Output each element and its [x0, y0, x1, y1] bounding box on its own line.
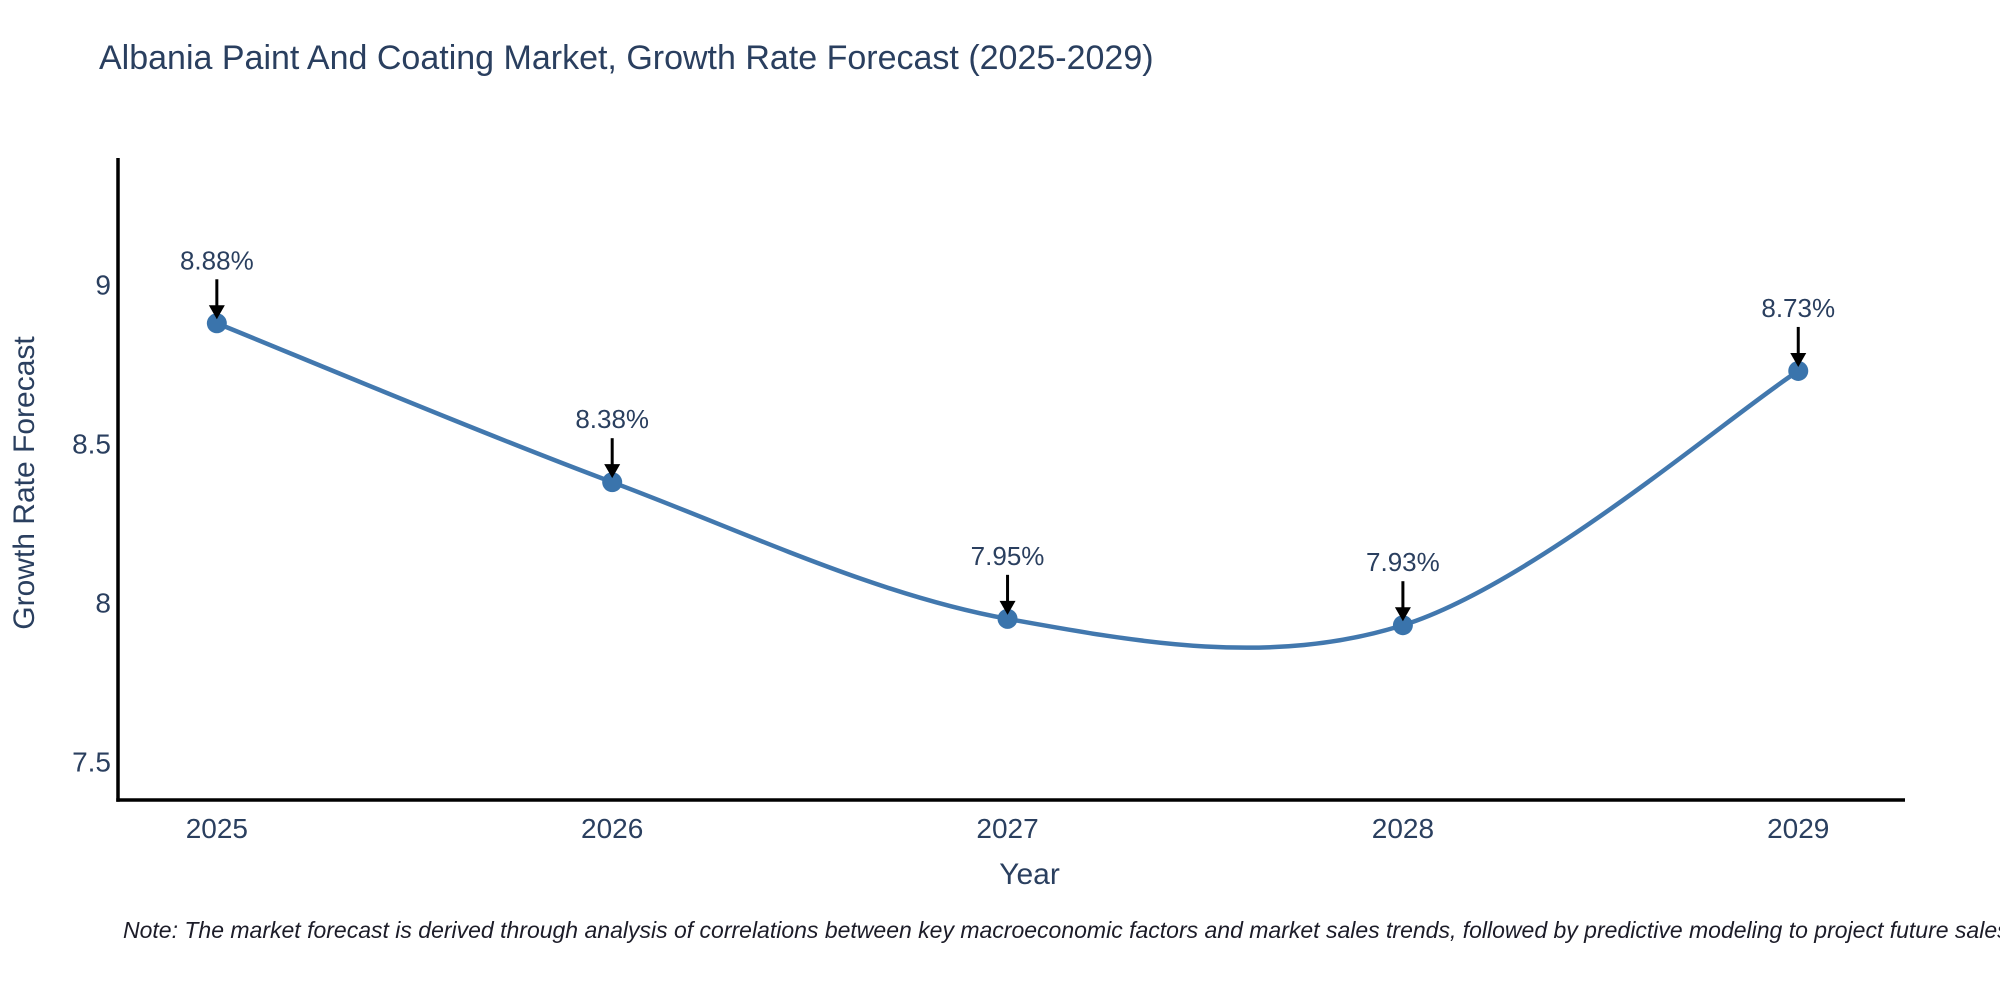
- data-point-marker: [206, 313, 227, 334]
- x-tick-label: 2027: [976, 813, 1038, 844]
- x-tick-label: 2026: [581, 813, 643, 844]
- data-point-marker: [1392, 615, 1413, 636]
- y-tick-label: 8.5: [72, 429, 111, 460]
- annotation-arrowhead: [604, 464, 621, 479]
- x-axis-title: Year: [999, 858, 1060, 891]
- x-tick-label: 2025: [186, 813, 248, 844]
- chart-title: Albania Paint And Coating Market, Growth…: [99, 39, 1154, 77]
- annotation-arrowhead: [1394, 607, 1411, 622]
- x-tick-label: 2028: [1372, 813, 1434, 844]
- data-point-marker: [997, 608, 1018, 629]
- y-tick-label: 7.5: [72, 746, 111, 777]
- y-tick-label: 9: [95, 270, 111, 301]
- annotation-label: 8.88%: [180, 245, 254, 275]
- annotation-arrowhead: [208, 305, 225, 320]
- annotation-arrowhead: [999, 600, 1016, 615]
- y-axis-title: Growth Rate Forecast: [8, 336, 41, 630]
- x-tick-label: 2029: [1767, 813, 1829, 844]
- y-tick-label: 8: [95, 587, 111, 618]
- annotation-arrowhead: [1790, 352, 1807, 367]
- footnote: Note: The market forecast is derived thr…: [123, 917, 2000, 943]
- annotation-label: 8.38%: [575, 404, 649, 434]
- annotation-label: 7.93%: [1366, 547, 1440, 577]
- annotation-label: 8.73%: [1761, 293, 1835, 323]
- data-point-marker: [602, 472, 623, 493]
- annotation-label: 7.95%: [971, 541, 1045, 571]
- data-point-marker: [1788, 360, 1809, 381]
